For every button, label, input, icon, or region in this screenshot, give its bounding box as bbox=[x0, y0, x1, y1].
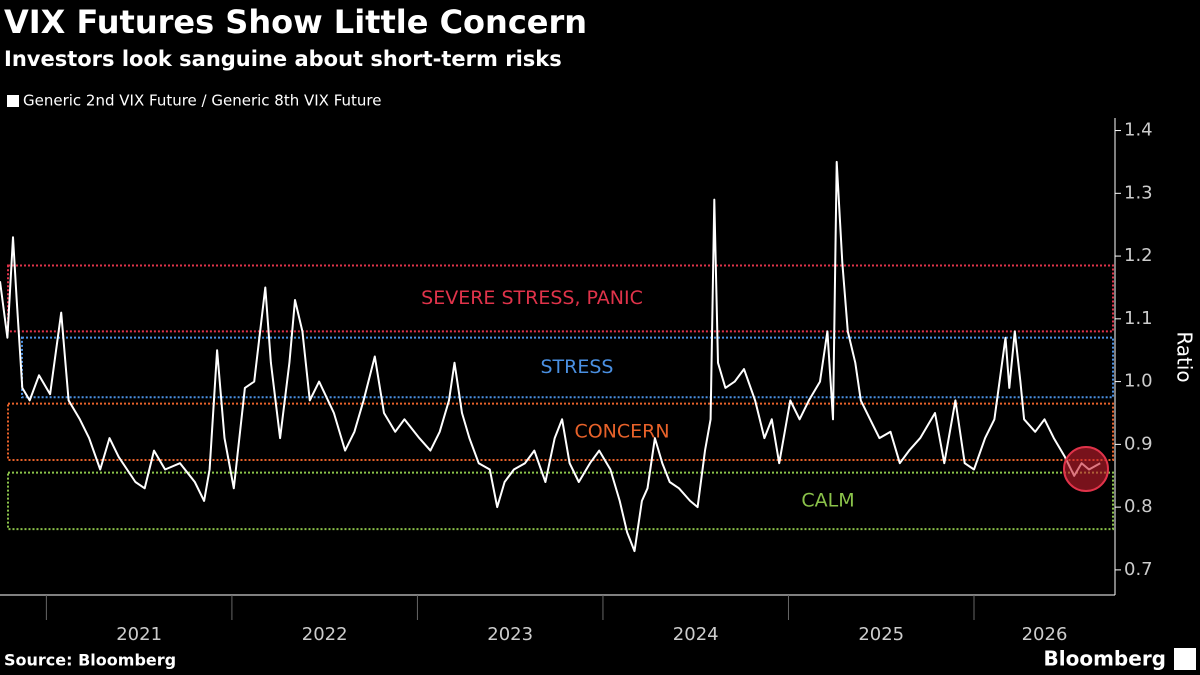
y-tick-label: 1.0 bbox=[1124, 371, 1153, 392]
y-tick-label: 1.4 bbox=[1124, 120, 1153, 141]
y-axis-title: Ratio bbox=[1173, 331, 1197, 382]
band-label: CALM bbox=[801, 489, 854, 511]
band-label: STRESS bbox=[541, 356, 614, 378]
band bbox=[21, 336, 1114, 399]
chart-subtitle: Investors look sanguine about short-term… bbox=[4, 47, 562, 71]
y-tick-label: 1.1 bbox=[1124, 308, 1153, 329]
band-label: CONCERN bbox=[574, 420, 669, 442]
x-tick-label: 2023 bbox=[487, 624, 533, 645]
brand-logo: Bloomberg bbox=[1044, 647, 1166, 671]
y-tick-label: 1.2 bbox=[1124, 245, 1153, 266]
brand-icon bbox=[1174, 648, 1196, 670]
y-tick-label: 0.9 bbox=[1124, 433, 1153, 454]
band-label: SEVERE STRESS, PANIC bbox=[421, 287, 643, 309]
chart-title: VIX Futures Show Little Concern bbox=[4, 3, 587, 41]
highlight-circle bbox=[1063, 446, 1109, 492]
band bbox=[7, 471, 1114, 531]
legend-swatch bbox=[7, 95, 19, 107]
y-tick-label: 0.8 bbox=[1124, 496, 1153, 517]
x-tick-label: 2022 bbox=[302, 624, 348, 645]
x-tick-label: 2026 bbox=[1022, 624, 1068, 645]
source: Source: Bloomberg bbox=[4, 651, 176, 670]
x-tick-label: 2025 bbox=[858, 624, 904, 645]
legend-label: Generic 2nd VIX Future / Generic 8th VIX… bbox=[23, 92, 382, 110]
x-tick-label: 2024 bbox=[673, 624, 719, 645]
y-tick-label: 0.7 bbox=[1124, 559, 1153, 580]
y-tick-label: 1.3 bbox=[1124, 182, 1153, 203]
series-line bbox=[0, 160, 1101, 553]
x-tick-label: 2021 bbox=[116, 624, 162, 645]
band bbox=[7, 402, 1114, 462]
band bbox=[7, 264, 1114, 333]
